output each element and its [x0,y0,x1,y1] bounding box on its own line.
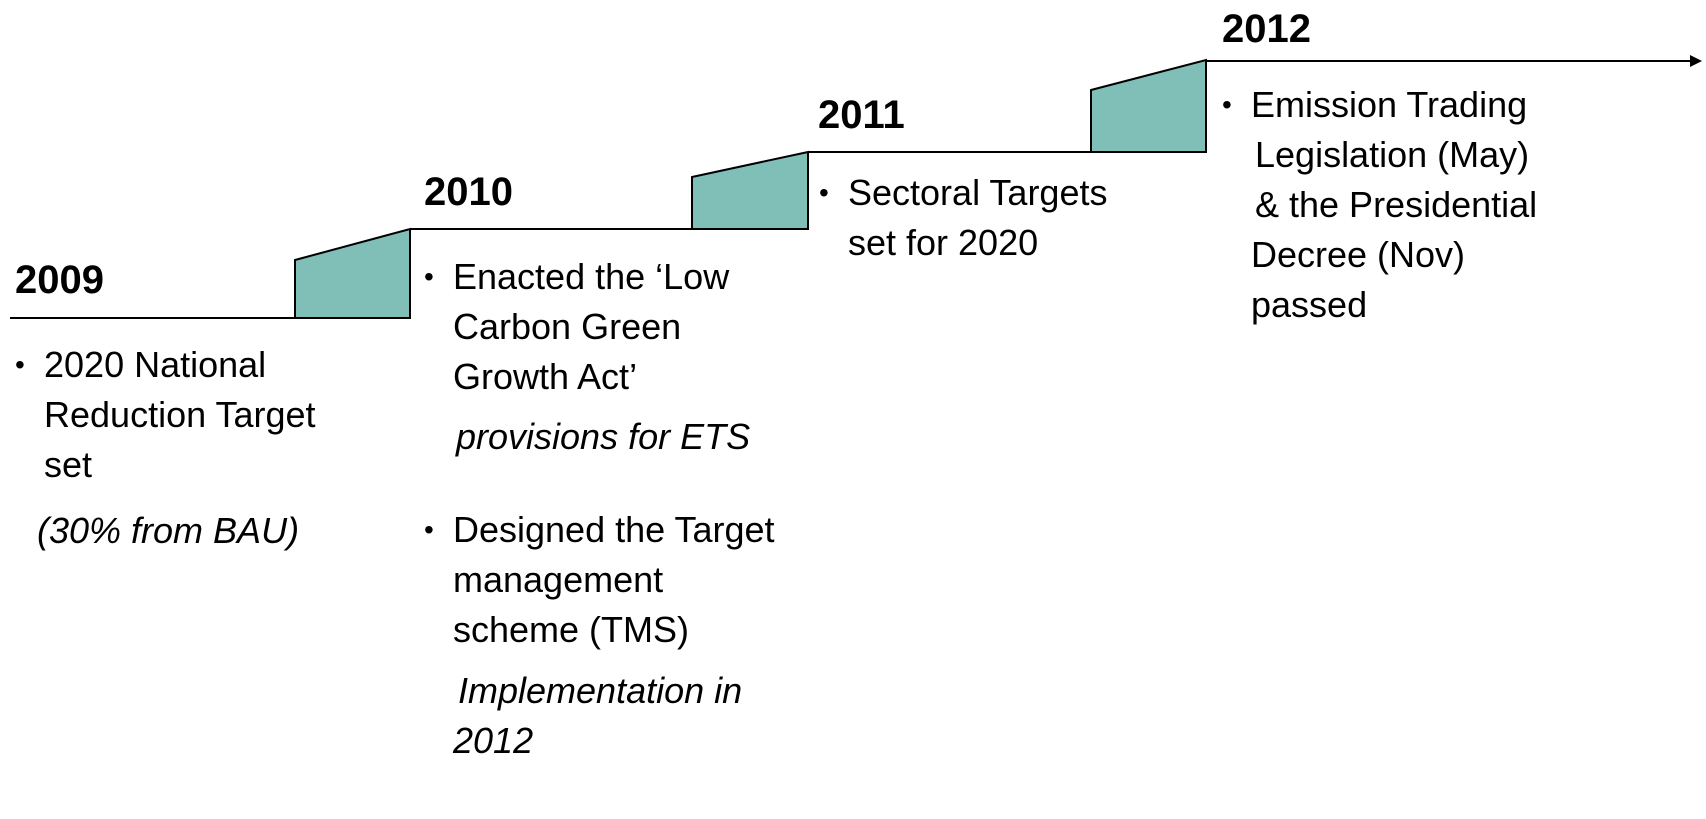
milestone-2009-note: (30% from BAU) [37,510,300,551]
year-label-2010: 2010 [424,170,513,214]
milestone-2010-green-growth-act: • Enacted the ‘Low Carbon Green Growth A… [424,252,729,402]
milestone-2011-sectoral-targets: • Sectoral Targets set for 2020 [819,168,1107,268]
milestone-2010-tms: • Designed the Target management scheme … [424,505,775,655]
year-label-2012: 2012 [1222,7,1311,51]
bullet-icon: • [424,514,434,545]
bullet-icon: • [15,349,25,380]
step-block-2009-2010 [294,227,411,319]
milestone-2010-tms-note: Implementation in 2012 [453,670,743,761]
milestone-2009-national-target: • 2020 National Reduction Target set [15,340,316,490]
year-label-2011: 2011 [818,93,905,137]
step-block-2011-2012 [1090,58,1207,153]
milestone-2010-act-note: provisions for ETS [456,416,751,457]
year-label-2009: 2009 [15,258,104,302]
milestone-2012-emission-trading: • Emission Trading Legislation (May) & t… [1222,80,1537,330]
bullet-icon: • [1222,89,1232,120]
bullet-icon: • [819,177,829,208]
bullet-icon: • [424,261,434,292]
step-block-2010-2011 [691,150,809,230]
